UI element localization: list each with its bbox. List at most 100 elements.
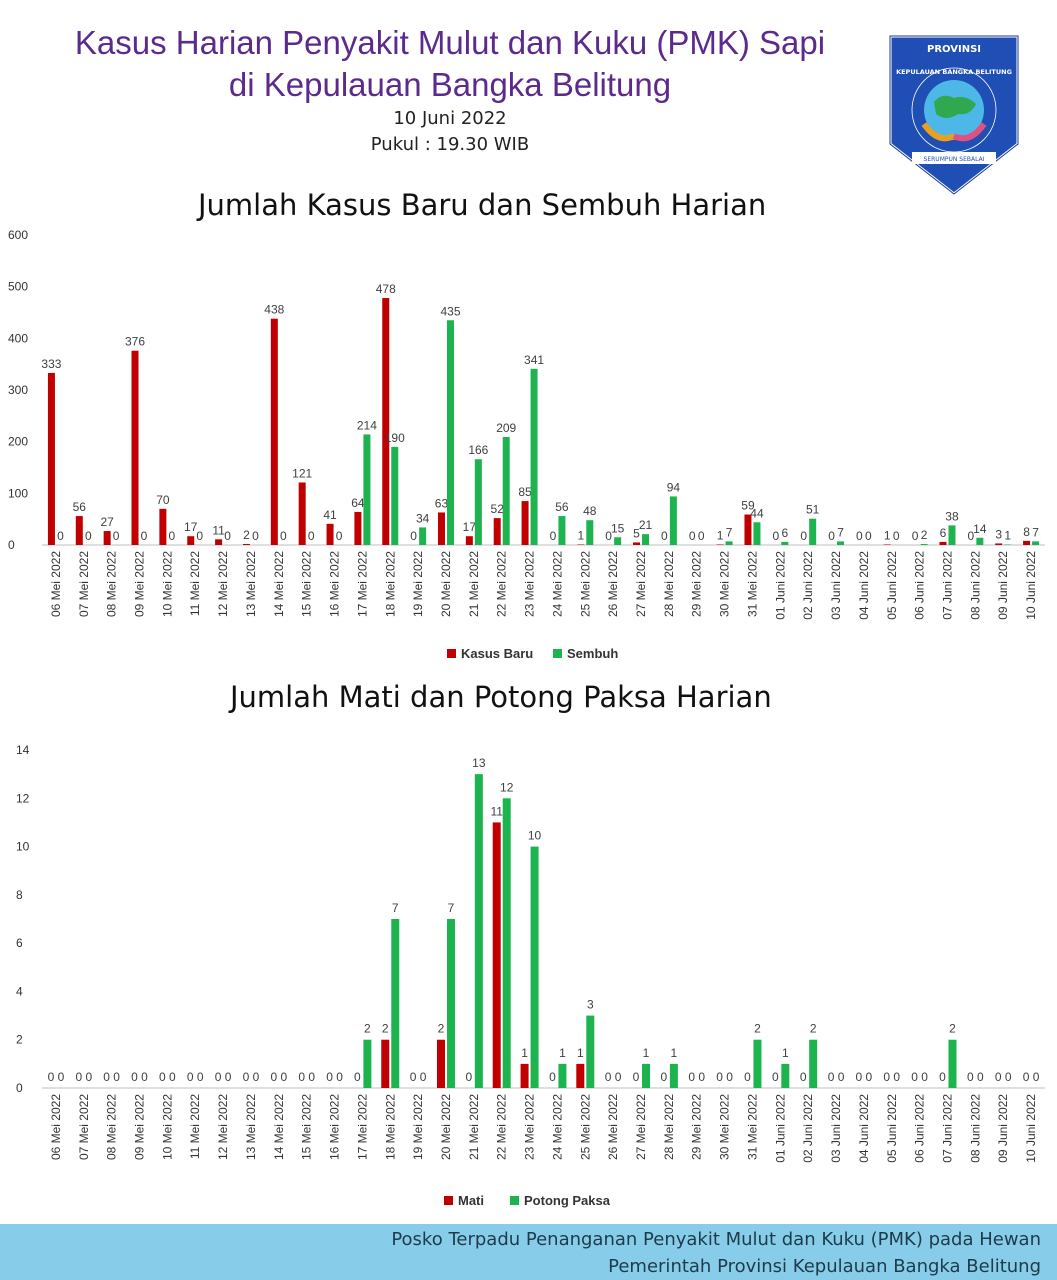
logo-motto: SERUMPUN SEBALAI xyxy=(924,156,985,163)
data-label: 0 xyxy=(85,1070,92,1084)
data-label: 0 xyxy=(113,529,120,543)
data-label: 0 xyxy=(224,529,231,543)
x-tick-label: 26 Mei 2022 xyxy=(606,551,620,617)
data-label: 0 xyxy=(828,1070,835,1084)
x-tick-label: 26 Mei 2022 xyxy=(606,1094,620,1160)
x-tick-label: 11 Mei 2022 xyxy=(188,1094,202,1159)
bar-kasus-baru xyxy=(633,542,641,545)
data-label: 0 xyxy=(883,1070,890,1084)
x-tick-label: 20 Mei 2022 xyxy=(439,551,453,617)
data-label: 0 xyxy=(113,1070,120,1084)
data-label: 0 xyxy=(196,529,203,543)
data-label: 0 xyxy=(410,1070,417,1084)
logo-top-text: PROVINSI xyxy=(927,44,981,55)
data-label: 0 xyxy=(716,1070,723,1084)
data-label: 0 xyxy=(270,1070,277,1084)
data-label: 0 xyxy=(698,1070,705,1084)
data-label: 0 xyxy=(995,1070,1002,1084)
data-label: 2 xyxy=(754,1022,761,1036)
data-label: 0 xyxy=(169,1070,176,1084)
data-label: 0 xyxy=(308,1070,315,1084)
data-label: 0 xyxy=(243,1070,250,1084)
x-tick-label: 02 Juni 2022 xyxy=(801,551,815,620)
data-label: 341 xyxy=(524,353,544,367)
bar-sembuh xyxy=(1004,544,1012,545)
data-label: 1 xyxy=(717,528,724,542)
legend-label: Sembuh xyxy=(567,646,618,661)
data-label: 0 xyxy=(48,1070,55,1084)
x-tick-label: 06 Mei 2022 xyxy=(49,1094,63,1160)
x-tick-label: 09 Mei 2022 xyxy=(133,1094,147,1160)
x-tick-label: 01 Juni 2022 xyxy=(773,1094,787,1163)
data-label: 5 xyxy=(633,526,640,540)
bar-kasus-baru xyxy=(326,523,334,545)
chart1-title: Jumlah Kasus Baru dan Sembuh Harian xyxy=(198,188,767,222)
data-label: 6 xyxy=(940,526,947,540)
data-label: 3 xyxy=(995,527,1002,541)
x-tick-label: 14 Mei 2022 xyxy=(272,551,286,617)
bar-kasus-baru xyxy=(577,544,585,545)
data-label: 11 xyxy=(212,523,225,537)
data-label: 0 xyxy=(187,1070,194,1084)
x-tick-label: 18 Mei 2022 xyxy=(383,551,397,617)
x-tick-label: 04 Juni 2022 xyxy=(857,551,871,620)
data-label: 0 xyxy=(744,1070,751,1084)
bar-sembuh xyxy=(976,537,984,545)
data-label: 0 xyxy=(828,529,835,543)
x-tick-label: 29 Mei 2022 xyxy=(690,551,704,617)
x-tick-label: 12 Mei 2022 xyxy=(216,551,230,617)
x-tick-label: 08 Mei 2022 xyxy=(105,1094,119,1160)
y-tick-label: 300 xyxy=(8,383,28,397)
data-label: 51 xyxy=(806,503,820,517)
y-tick-label: 0 xyxy=(16,1081,23,1095)
data-label: 2 xyxy=(382,1022,389,1036)
bar-sembuh xyxy=(474,459,482,545)
x-tick-label: 08 Juni 2022 xyxy=(968,1094,982,1163)
data-label: 0 xyxy=(549,1070,556,1084)
bar-sembuh xyxy=(530,368,538,545)
x-tick-label: 19 Mei 2022 xyxy=(411,551,425,617)
bar-sembuh xyxy=(1032,541,1040,545)
data-label: 56 xyxy=(73,500,87,514)
data-label: 0 xyxy=(1005,1070,1012,1084)
data-label: 0 xyxy=(466,1070,473,1084)
legend-label: Kasus Baru xyxy=(461,646,533,661)
data-label: 1 xyxy=(577,1046,584,1060)
data-label: 0 xyxy=(689,529,696,543)
data-label: 59 xyxy=(741,499,755,513)
data-label: 0 xyxy=(280,529,287,543)
header: Kasus Harian Penyakit Mulut dan Kuku (PM… xyxy=(0,22,900,158)
y-tick-label: 100 xyxy=(8,486,28,500)
y-tick-label: 600 xyxy=(8,228,28,242)
data-label: 0 xyxy=(1023,1070,1030,1084)
x-tick-label: 13 Mei 2022 xyxy=(244,1094,258,1160)
x-tick-label: 21 Mei 2022 xyxy=(467,1094,481,1160)
data-label: 2 xyxy=(810,1022,817,1036)
data-label: 0 xyxy=(410,529,417,543)
bar-sembuh xyxy=(669,496,677,545)
x-tick-label: 03 Juni 2022 xyxy=(829,551,843,620)
bar-sembuh xyxy=(558,516,566,545)
footer-line2: Pemerintah Provinsi Kepulauan Bangka Bel… xyxy=(608,1256,1041,1277)
data-label: 14 xyxy=(973,522,987,536)
x-tick-label: 09 Juni 2022 xyxy=(996,551,1010,620)
data-label: 3 xyxy=(587,998,594,1012)
page-title-line1: Kasus Harian Penyakit Mulut dan Kuku (PM… xyxy=(74,24,826,61)
data-label: 166 xyxy=(468,443,488,457)
x-tick-label: 28 Mei 2022 xyxy=(662,1094,676,1160)
data-label: 0 xyxy=(141,529,148,543)
data-label: 0 xyxy=(131,1070,138,1084)
x-tick-label: 06 Mei 2022 xyxy=(49,551,63,617)
x-tick-label: 22 Mei 2022 xyxy=(495,551,509,617)
bar-kasus-baru xyxy=(1023,540,1031,545)
data-label: 0 xyxy=(420,1070,427,1084)
x-tick-label: 27 Mei 2022 xyxy=(634,1094,648,1160)
bar-kasus-baru xyxy=(465,536,473,545)
data-label: 0 xyxy=(726,1070,733,1084)
bar-kasus-baru xyxy=(131,350,139,545)
y-tick-label: 10 xyxy=(16,840,30,854)
x-tick-label: 02 Juni 2022 xyxy=(801,1094,815,1163)
x-tick-label: 31 Mei 2022 xyxy=(745,551,759,617)
x-tick-label: 07 Juni 2022 xyxy=(940,1094,954,1163)
data-label: 0 xyxy=(225,1070,232,1084)
